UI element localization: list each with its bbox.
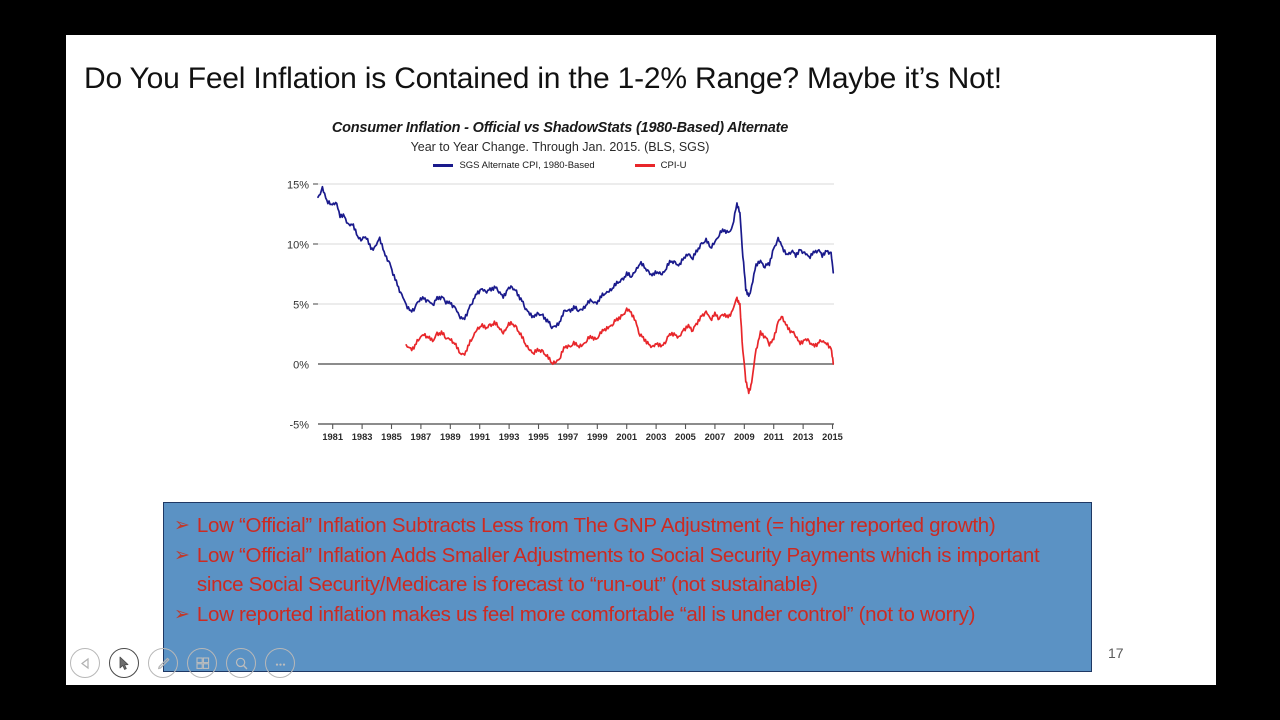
x-axis-tick-label: 2007 <box>705 432 726 442</box>
pen-tool-button[interactable] <box>148 648 178 678</box>
left-triangle-icon <box>80 657 89 669</box>
chart-legend: SGS Alternate CPI, 1980-Based CPI-U <box>270 160 850 171</box>
x-axis-tick-label: 1997 <box>558 432 579 442</box>
series-line <box>405 296 835 395</box>
x-axis-tick-label: 1993 <box>499 432 520 442</box>
key-points-callout: ➢ Low “Official” Inflation Subtracts Les… <box>163 502 1092 672</box>
x-axis-tick-label: 1985 <box>381 432 402 442</box>
chart-svg: 15% 10% 5% 0% -5% 1981 1983 1985 1987 1989 1991 199… <box>287 180 843 443</box>
zoom-tool-button[interactable] <box>226 648 256 678</box>
x-axis-tick-label: 1995 <box>528 432 549 442</box>
chart-title: Consumer Inflation - Official vs ShadowS… <box>331 120 789 136</box>
legend-label-sgs: SGS Alternate CPI, 1980-Based <box>459 160 595 171</box>
slide-page-number: 17 <box>1108 645 1124 661</box>
y-axis-tick-label: -5% <box>289 420 309 432</box>
arrow-bullet-icon: ➢ <box>174 544 190 566</box>
arrow-bullet-icon: ➢ <box>174 514 190 536</box>
legend-item-sgs: SGS Alternate CPI, 1980-Based <box>433 160 595 171</box>
x-axis-tick-label: 2013 <box>793 432 814 442</box>
legend-item-cpiu: CPI-U <box>634 160 687 171</box>
y-axis-tick-label: 0% <box>293 360 309 372</box>
magnifier-icon <box>235 657 247 669</box>
x-axis-tick-label: 1983 <box>352 432 373 442</box>
x-axis-tick-label: 2003 <box>646 432 667 442</box>
x-axis-tick-label: 2005 <box>675 432 696 442</box>
arrow-bullet-icon: ➢ <box>174 603 190 625</box>
pointer-tool-button[interactable] <box>109 648 139 678</box>
chart-plot-area: 15% 10% 5% 0% -5% 1981 1983 1985 1987 1989 1991 199… <box>270 176 850 454</box>
legend-swatch-sgs <box>433 164 454 167</box>
more-options-button[interactable] <box>265 648 295 678</box>
x-axis-tick-label: 1989 <box>440 432 461 442</box>
ellipsis-icon <box>275 663 285 666</box>
series-line <box>317 185 835 330</box>
x-axis-tick-label: 2001 <box>616 432 637 442</box>
bullet-text: Low “Official” Inflation Subtracts Less … <box>196 514 996 537</box>
y-axis-tick-label: 15% <box>287 180 309 192</box>
list-item: ➢ Low “Official” Inflation Adds Smaller … <box>174 541 1081 599</box>
x-axis-tick-label: 1981 <box>322 432 343 442</box>
slide-grid-button[interactable] <box>187 648 217 678</box>
y-axis-tick-label: 5% <box>293 300 309 312</box>
x-axis-tick-label: 1991 <box>469 432 490 442</box>
list-item: ➢ Low reported inflation makes us feel m… <box>174 600 1081 629</box>
y-axis-tick-label: 10% <box>287 240 309 252</box>
x-axis-tick-label: 1987 <box>411 432 432 442</box>
chart-subtitle: Year to Year Change. Through Jan. 2015. … <box>410 140 710 154</box>
x-axis-tick-label: 2011 <box>764 432 784 442</box>
x-axis-tick-label: 1999 <box>587 432 608 442</box>
inflation-chart: Consumer Inflation - Official vs ShadowS… <box>270 120 850 460</box>
list-item: ➢ Low “Official” Inflation Subtracts Les… <box>174 511 1081 540</box>
legend-label-cpiu: CPI-U <box>660 160 687 171</box>
bullet-text: Low “Official” Inflation Adds Smaller Ad… <box>196 544 1040 596</box>
legend-swatch-cpiu <box>634 164 655 167</box>
presenter-control-bar <box>66 648 295 678</box>
grid-icon <box>195 656 209 669</box>
pen-icon <box>157 657 169 669</box>
cursor-arrow-icon <box>119 656 129 670</box>
slide-title: Do You Feel Inflation is Contained in th… <box>84 62 1002 95</box>
bullet-text: Low reported inflation makes us feel mor… <box>196 603 976 626</box>
x-axis-tick-label: 2009 <box>734 432 755 442</box>
x-axis-tick-label: 2015 <box>822 432 843 442</box>
previous-slide-button[interactable] <box>70 648 100 678</box>
